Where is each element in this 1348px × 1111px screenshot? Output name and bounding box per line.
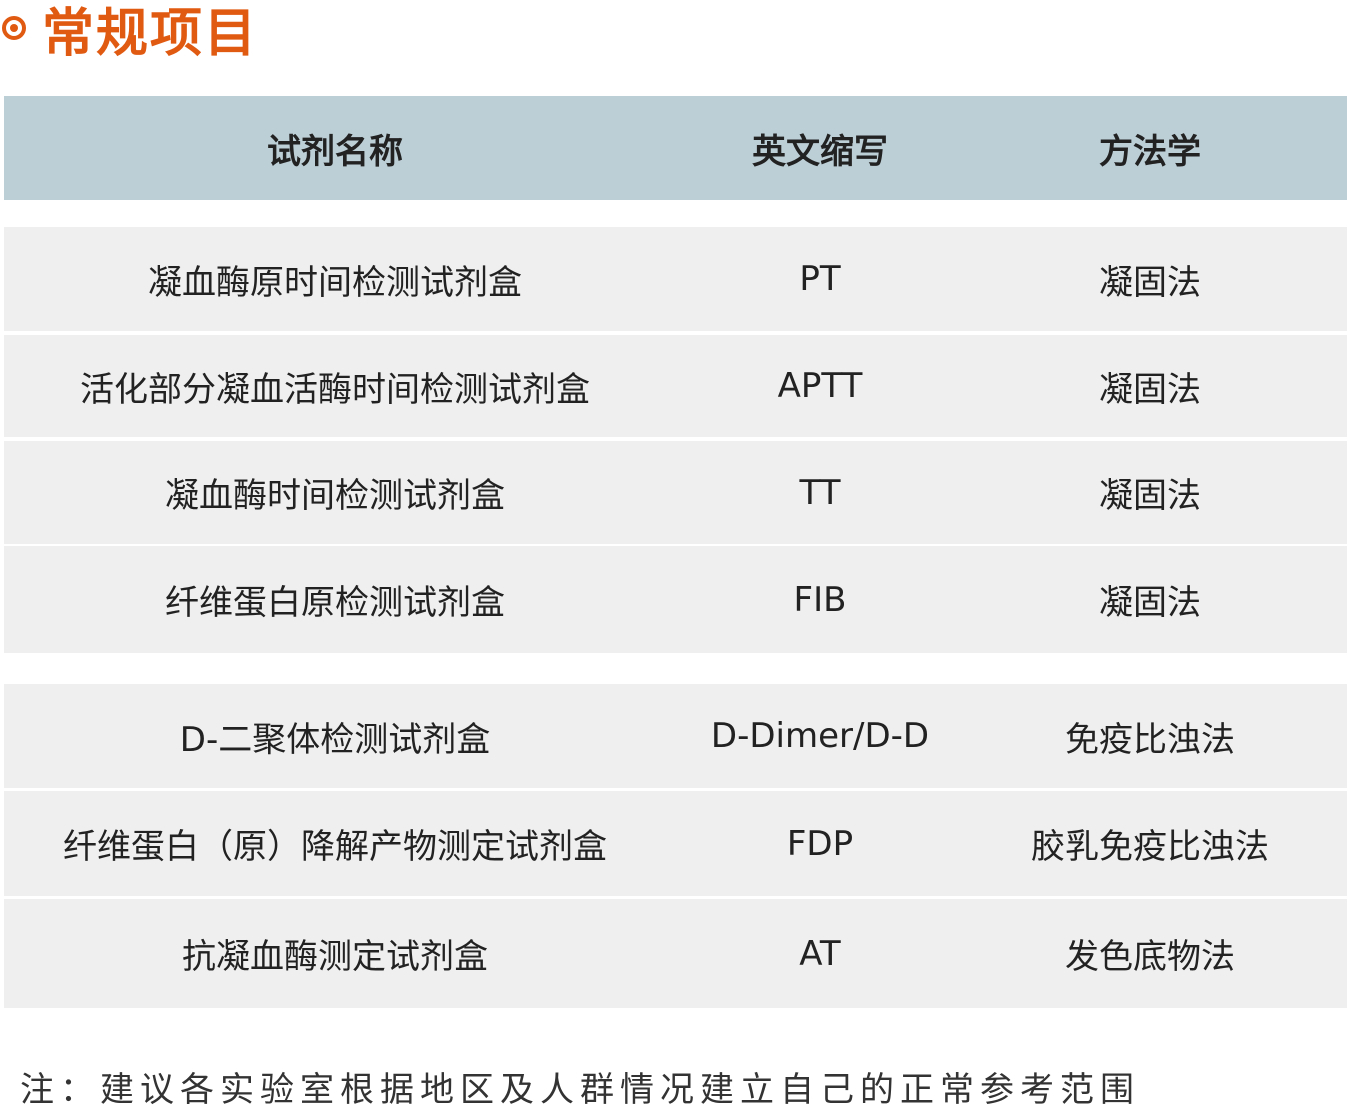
cell-abbreviation: APTT bbox=[777, 366, 863, 406]
cell-reagent-name: 活化部分凝血活酶时间检测试剂盒 bbox=[80, 369, 590, 410]
cell-methodology: 发色底物法 bbox=[1065, 937, 1235, 977]
table-header: 试剂名称 英文缩写 方法学 bbox=[4, 96, 1347, 200]
cell-methodology: 胶乳免疫比浊法 bbox=[1031, 827, 1269, 867]
circle-bullet-icon bbox=[2, 16, 26, 40]
table-row: 纤维蛋白（原）降解产物测定试剂盒 FDP 胶乳免疫比浊法 bbox=[4, 791, 1347, 896]
cell-abbreviation: FIB bbox=[793, 579, 847, 620]
cell-methodology: 凝固法 bbox=[1099, 262, 1201, 303]
cell-reagent-name: 凝血酶原时间检测试剂盒 bbox=[148, 262, 522, 303]
cell-reagent-name: D-二聚体检测试剂盒 bbox=[179, 719, 491, 760]
table-row: 活化部分凝血活酶时间检测试剂盒 APTT 凝固法 bbox=[4, 335, 1347, 437]
cell-reagent-name: 凝血酶时间检测试剂盒 bbox=[165, 476, 505, 516]
cell-reagent-name: 抗凝血酶测定试剂盒 bbox=[182, 937, 488, 977]
header-abbreviation: 英文缩写 bbox=[752, 131, 888, 172]
cell-methodology: 凝固法 bbox=[1099, 583, 1201, 623]
header-reagent-name: 试剂名称 bbox=[267, 131, 403, 172]
table-row: 纤维蛋白原检测试剂盒 FIB 凝固法 bbox=[4, 546, 1347, 653]
table-row: D-二聚体检测试剂盒 D-Dimer/D-D 免疫比浊法 bbox=[4, 684, 1347, 788]
cell-methodology: 凝固法 bbox=[1099, 476, 1201, 516]
cell-abbreviation: FDP bbox=[786, 823, 854, 864]
section-title: 常规项目 bbox=[0, 0, 258, 64]
section-title-text: 常规项目 bbox=[42, 3, 259, 64]
cell-abbreviation: D-Dimer/D-D bbox=[710, 716, 930, 756]
header-methodology: 方法学 bbox=[1099, 131, 1201, 172]
cell-methodology: 免疫比浊法 bbox=[1065, 719, 1235, 760]
footnote: 注：建议各实验室根据地区及人群情况建立自己的正常参考范围 bbox=[20, 1070, 1140, 1110]
table-row: 凝血酶时间检测试剂盒 TT 凝固法 bbox=[4, 441, 1347, 544]
cell-methodology: 凝固法 bbox=[1099, 369, 1201, 410]
cell-reagent-name: 纤维蛋白（原）降解产物测定试剂盒 bbox=[63, 827, 607, 867]
cell-abbreviation: TT bbox=[799, 472, 841, 513]
cell-abbreviation: PT bbox=[799, 259, 841, 299]
table-row: 抗凝血酶测定试剂盒 AT 发色底物法 bbox=[4, 899, 1347, 1008]
cell-abbreviation: AT bbox=[799, 933, 841, 974]
table-row: 凝血酶原时间检测试剂盒 PT 凝固法 bbox=[4, 227, 1347, 331]
cell-reagent-name: 纤维蛋白原检测试剂盒 bbox=[165, 583, 505, 623]
